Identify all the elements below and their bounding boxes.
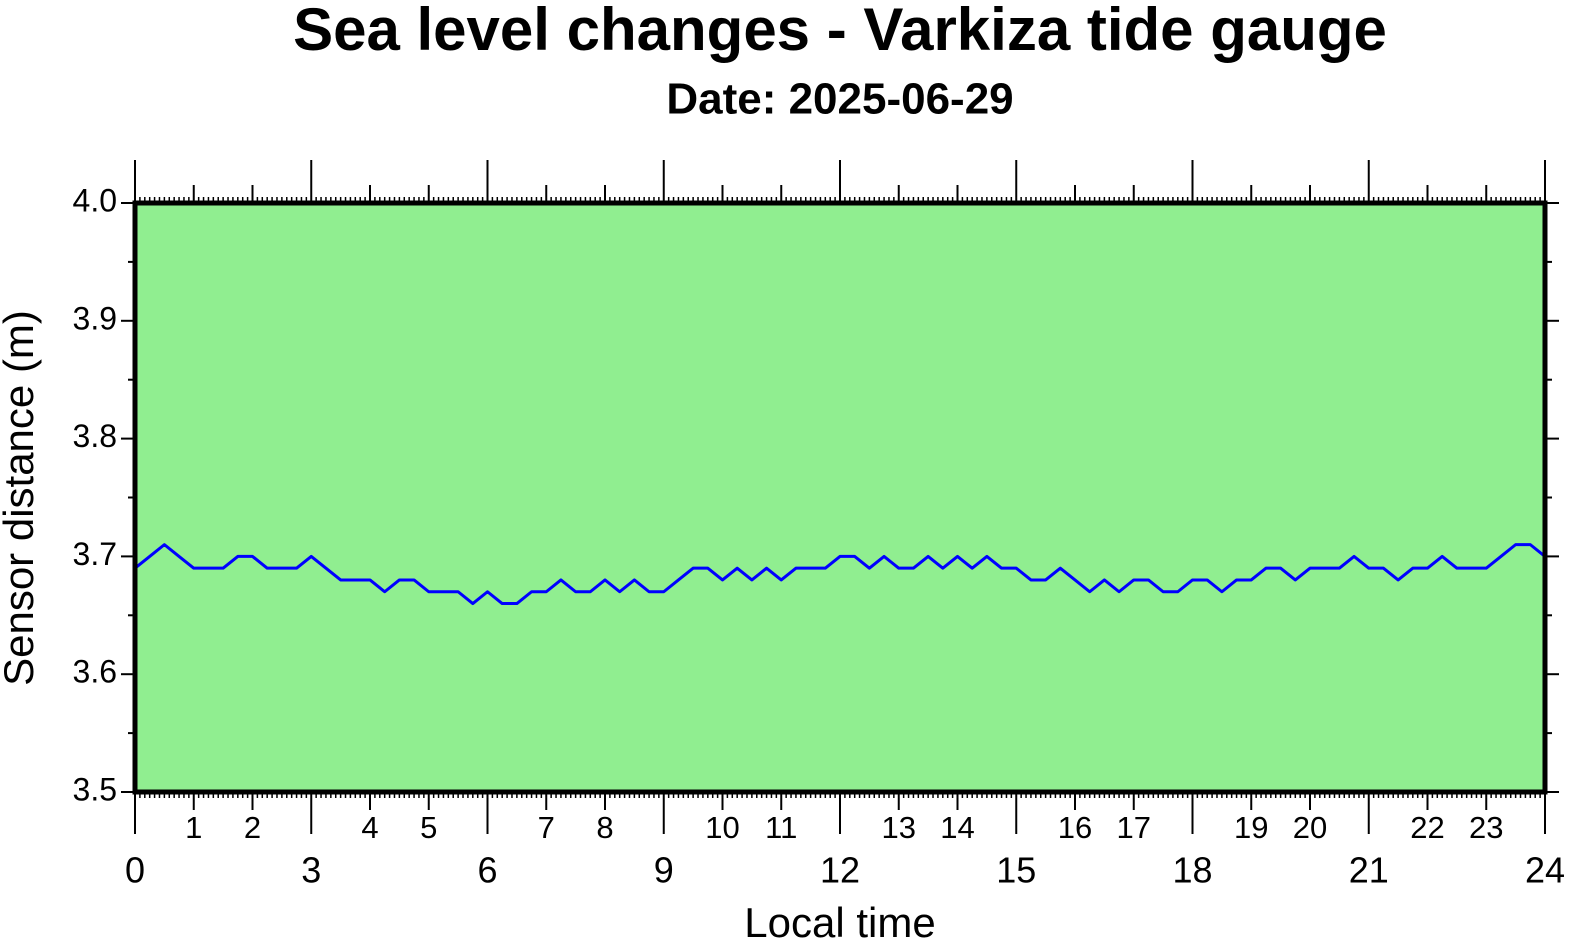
x-tick-label: 15	[996, 850, 1036, 891]
x-minor-tick-label: 16	[1058, 810, 1092, 845]
x-minor-tick-label: 1	[185, 810, 202, 845]
x-minor-tick-label: 4	[361, 810, 378, 845]
series-line	[134, 543, 1546, 606]
x-minor-tick-label: 10	[705, 810, 739, 845]
x-tick-label: 9	[654, 850, 674, 891]
y-tick-label: 3.6	[73, 654, 117, 690]
plot-background	[135, 203, 1545, 792]
y-tick-label: 3.8	[73, 418, 117, 454]
x-minor-tick-label: 14	[940, 810, 974, 845]
x-tick-label: 24	[1525, 850, 1565, 891]
x-minor-tick-label: 13	[882, 810, 916, 845]
x-minor-tick-label: 8	[596, 810, 613, 845]
y-tick-label: 3.5	[73, 771, 117, 807]
x-minor-tick-label: 22	[1410, 810, 1444, 845]
x-minor-tick-label: 2	[244, 810, 261, 845]
x-minor-tick-label: 5	[420, 810, 437, 845]
x-axis-label: Local time	[744, 899, 935, 946]
x-tick-label: 0	[125, 850, 145, 891]
x-minor-tick-label: 17	[1117, 810, 1151, 845]
x-tick-label: 21	[1349, 850, 1389, 891]
x-minor-tick-label: 7	[538, 810, 555, 845]
x-minor-tick-label: 11	[765, 810, 797, 845]
x-tick-label: 6	[477, 850, 497, 891]
y-tick-label: 3.7	[73, 536, 117, 572]
chart-title: Sea level changes - Varkiza tide gauge	[293, 0, 1387, 63]
y-tick-label: 3.9	[73, 300, 117, 336]
x-tick-label: 12	[820, 850, 860, 891]
x-tick-label: 18	[1172, 850, 1212, 891]
x-minor-tick-label: 23	[1469, 810, 1503, 845]
y-axis-label: Sensor distance (m)	[0, 310, 42, 686]
chart-subtitle: Date: 2025-06-29	[666, 75, 1013, 124]
plot-frame	[132, 200, 1548, 795]
y-tick-label: 4.0	[73, 182, 117, 218]
x-tick-label: 3	[301, 850, 321, 891]
x-minor-tick-label: 19	[1234, 810, 1268, 845]
x-minor-tick-label: 20	[1293, 810, 1327, 845]
